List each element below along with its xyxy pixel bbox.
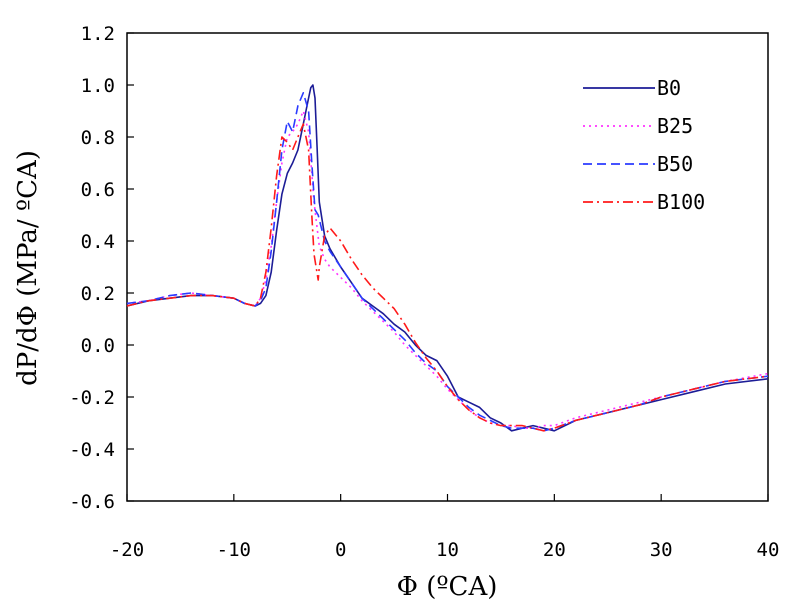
y-tick-label: 0.2 — [81, 283, 115, 305]
x-tick-label: 0 — [335, 539, 346, 561]
x-tick-marks — [126, 494, 769, 501]
x-tick-label: 40 — [757, 539, 780, 561]
y-tick-label: -0.6 — [69, 491, 115, 513]
legend: B0 B25 B50 B100 — [583, 76, 705, 214]
y-tick-label: 1.2 — [81, 23, 115, 45]
y-tick-labels: 1.2 1.0 0.8 0.6 0.4 0.2 0.0 -0.2 -0.4 -0.6 — [69, 23, 115, 513]
y-tick-label: 1.0 — [81, 75, 115, 97]
x-tick-label: 10 — [436, 539, 459, 561]
legend-label-b0: B0 — [657, 76, 681, 100]
legend-label-b50: B50 — [657, 152, 693, 176]
plot-frame — [126, 32, 769, 502]
series-lines — [126, 84, 769, 432]
x-axis-title: Φ (ºCA) — [397, 572, 498, 602]
y-tick-label: 0.6 — [81, 179, 115, 201]
y-tick-label: 0.4 — [81, 231, 115, 253]
x-tick-label: 30 — [650, 539, 673, 561]
x-tick-labels: -20 -10 0 10 20 30 40 — [110, 539, 780, 561]
series-line-b100 — [126, 123, 769, 432]
x-tick-label: -20 — [110, 539, 144, 561]
y-tick-label: -0.2 — [69, 387, 115, 409]
y-tick-label: 0.8 — [81, 127, 115, 149]
x-tick-label: 20 — [543, 539, 566, 561]
series-line-b50 — [126, 92, 769, 432]
x-tick-label: -10 — [217, 539, 251, 561]
y-tick-label: 0.0 — [81, 335, 115, 357]
legend-label-b25: B25 — [657, 114, 693, 138]
y-tick-label: -0.4 — [69, 439, 115, 461]
series-line-b0 — [126, 84, 769, 432]
y-tick-marks — [127, 32, 134, 502]
legend-label-b100: B100 — [657, 190, 705, 214]
y-axis-title: dP/dΦ (MPa/ ºCA) — [13, 150, 43, 386]
